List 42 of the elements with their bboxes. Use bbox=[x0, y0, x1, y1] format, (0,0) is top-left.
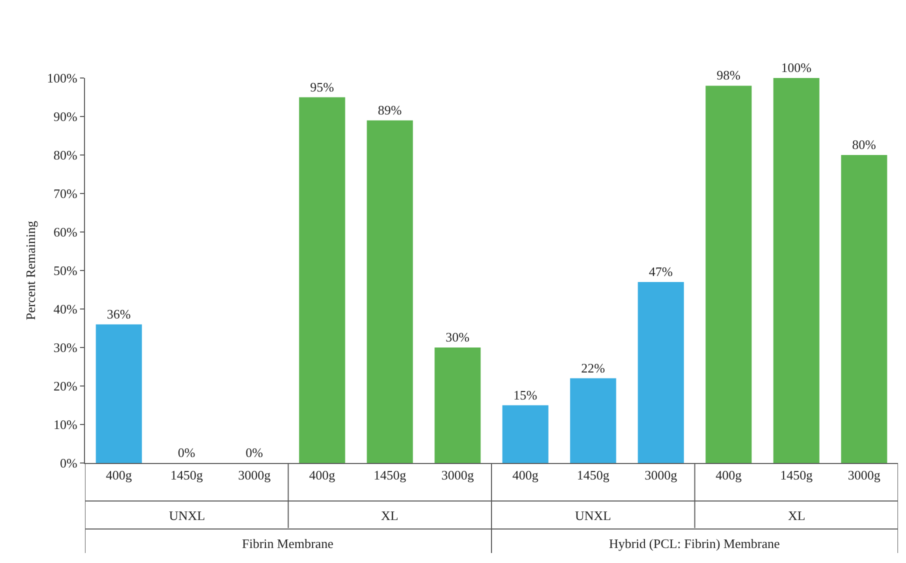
data-label: 0% bbox=[178, 445, 196, 460]
x-tick-label: 1450g bbox=[374, 468, 407, 483]
data-label: 0% bbox=[246, 445, 264, 460]
y-tick-label: 70% bbox=[54, 186, 78, 202]
text: UNXL bbox=[169, 508, 206, 523]
data-label: 22% bbox=[581, 360, 606, 376]
x-tick-label: 3000g bbox=[644, 468, 678, 483]
y-tick-label: 50% bbox=[54, 263, 78, 278]
text: UNXL bbox=[575, 508, 612, 523]
text: XL bbox=[788, 508, 806, 523]
x-tick-label: 1450g bbox=[576, 468, 610, 483]
x-tick-label: 1450g bbox=[170, 468, 204, 483]
data-label: 98% bbox=[716, 68, 741, 83]
data-label: 47% bbox=[648, 264, 673, 280]
y-tick-label: 80% bbox=[54, 148, 78, 163]
y-tick-label: 10% bbox=[54, 417, 78, 432]
text: Fibrin Membrane bbox=[242, 536, 334, 551]
y-tick-label: 20% bbox=[54, 378, 78, 394]
y-tick-label: 0% bbox=[60, 456, 78, 471]
x-tick-label: 3000g bbox=[441, 468, 474, 483]
text: Hybrid (PCL: Fibrin) Membrane bbox=[609, 536, 780, 551]
y-tick-label: 30% bbox=[54, 340, 78, 356]
data-label: 89% bbox=[378, 102, 402, 118]
y-tick-label: 40% bbox=[54, 302, 78, 317]
x-tick-label: 3000g bbox=[848, 468, 881, 483]
x-tick-label: 400g bbox=[309, 468, 336, 483]
y-tick-label: 90% bbox=[54, 109, 78, 124]
x-tick-label: 400g bbox=[512, 468, 539, 483]
data-label: 30% bbox=[446, 330, 470, 344]
data-label: 80% bbox=[852, 137, 876, 152]
y-tick-label: 60% bbox=[54, 224, 78, 240]
y-axis-title: Percent Remaining bbox=[23, 220, 38, 320]
x-tick-label: 1450g bbox=[780, 468, 814, 483]
x-tick-label: 400g bbox=[716, 468, 742, 483]
data-label: 95% bbox=[310, 79, 334, 94]
data-label: 36% bbox=[106, 306, 131, 322]
x-tick-label: 3000g bbox=[238, 468, 272, 483]
data-label: 100% bbox=[781, 60, 812, 75]
x-tick-label: 400g bbox=[106, 468, 132, 483]
data-label: 15% bbox=[513, 387, 538, 402]
y-tick-label: 100% bbox=[47, 70, 78, 86]
text: XL bbox=[381, 508, 398, 523]
